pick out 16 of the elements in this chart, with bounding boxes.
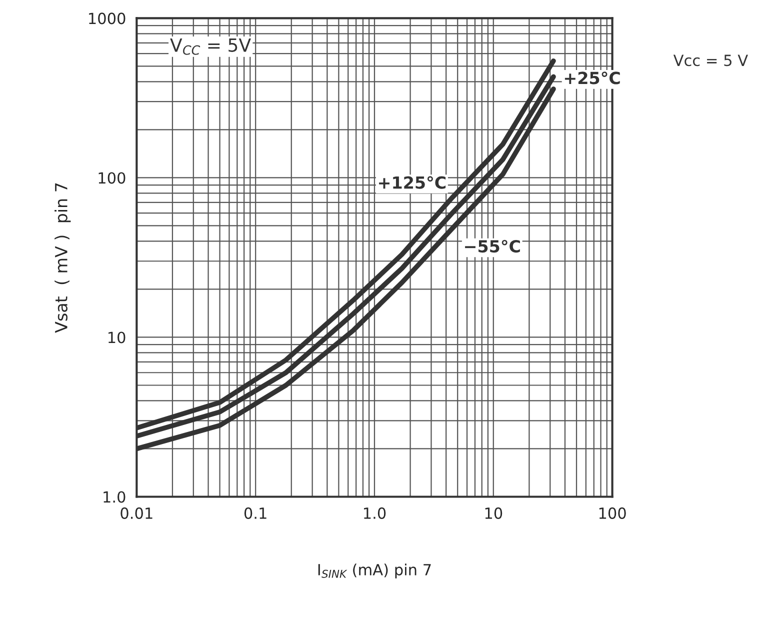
x-tick-label: 0.1: [244, 507, 266, 519]
x-axis-title: I$_{SINK}$ (mA) pin 7: [318, 564, 431, 578]
x-tick-label: 0.01: [120, 507, 152, 519]
series-label: +125°C: [379, 176, 446, 189]
annotation: V$_{CC}$ = 5V: [170, 38, 251, 55]
x-tick-label: 1.0: [364, 507, 386, 519]
x-tick-label: 100: [599, 507, 626, 519]
y-tick-label: 100: [98, 172, 126, 184]
x-tick-label: 10: [485, 507, 502, 519]
series-label: −55°C: [465, 240, 520, 253]
y-axis-title: Vsat ( mV ) pin 7: [54, 183, 71, 333]
series-label: +25°C: [564, 72, 620, 84]
y-tick-label: 10: [108, 332, 126, 344]
text: Vcc = 5 V: [673, 54, 748, 66]
y-tick-label: 1.0: [104, 491, 126, 503]
y-tick-label: 1000: [89, 12, 126, 24]
